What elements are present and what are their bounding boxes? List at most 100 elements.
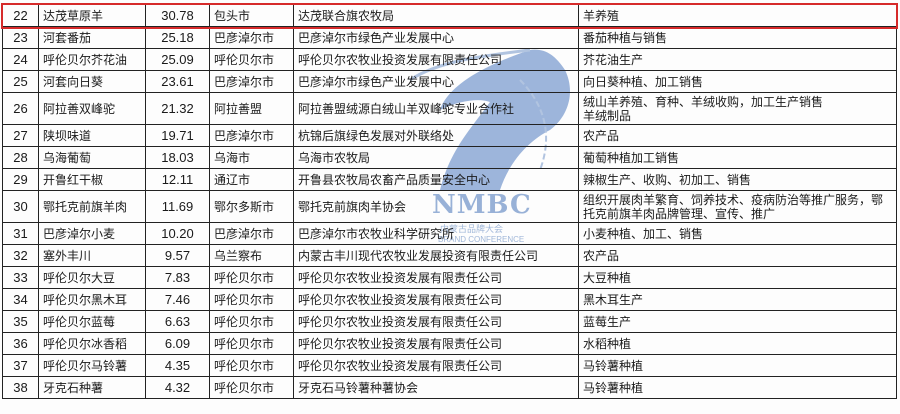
organization-cell: 鄂托克前旗肉羊协会 [293,190,579,223]
business-scope-cell: 芥花油生产 [578,48,897,71]
brand-name-cell: 塞外丰川 [38,244,146,267]
row-number-cell: 22 [2,4,39,27]
brand-name-cell: 巴彦淖尔小麦 [38,222,146,245]
row-number-cell: 33 [2,266,39,289]
brand-name-cell: 河套向日葵 [38,70,146,93]
city-cell: 阿拉善盟 [209,92,294,125]
business-scope-cell: 水稻种植 [578,332,897,355]
brand-name-cell: 呼伦贝尔大豆 [38,266,146,289]
brand-value-cell: 12.11 [145,168,210,191]
brand-name-cell: 呼伦贝尔冰香稻 [38,332,146,355]
organization-cell: 呼伦贝尔农牧业投资发展有限责任公司 [293,288,579,311]
city-cell: 呼伦贝尔市 [209,354,294,377]
organization-cell: 乌海市农牧局 [293,146,579,169]
city-cell: 通辽市 [209,168,294,191]
city-cell: 巴彦淖尔市 [209,70,294,93]
brand-value-cell: 25.18 [145,26,210,49]
brand-name-cell: 阿拉善双峰驼 [38,92,146,125]
business-scope-cell: 马铃薯种植 [578,354,897,377]
brand-name-cell: 呼伦贝尔芥花油 [38,48,146,71]
business-scope-cell: 向日葵种植、加工销售 [578,70,897,93]
brand-name-cell: 呼伦贝尔蓝莓 [38,310,146,333]
brand-value-cell: 7.46 [145,288,210,311]
table-row: 36 呼伦贝尔冰香稻 6.09 呼伦贝尔市 呼伦贝尔农牧业投资发展有限责任公司 水稻种植 [2,332,897,355]
table-row: 31 巴彦淖尔小麦 10.20 巴彦淖尔市 巴彦淖尔市农牧业科学研究所 小麦种植、加工、销… [2,222,897,245]
table-row: 27 陕坝味道 19.71 巴彦淖尔市 杭锦后旗绿色发展对外联络处 农产品 [2,124,897,147]
table-row: 30 鄂托克前旗羊肉 11.69 鄂尔多斯市 鄂托克前旗肉羊协会 组织开展肉羊繁育、饲养技… [2,190,897,223]
city-cell: 巴彦淖尔市 [209,222,294,245]
business-scope-cell: 蓝莓生产 [578,310,897,333]
row-number-cell: 38 [2,376,39,399]
table-row: 29 开鲁红干椒 12.11 通辽市 开鲁县农牧局农畜产品质量安全中心 辣椒生产、收购、初… [2,168,897,191]
city-cell: 巴彦淖尔市 [209,124,294,147]
brand-value-cell: 10.20 [145,222,210,245]
table-row: 33 呼伦贝尔大豆 7.83 呼伦贝尔市 呼伦贝尔农牧业投资发展有限责任公司 大豆种植 [2,266,897,289]
table-row: 26 阿拉善双峰驼 21.32 阿拉善盟 阿拉善盟绒源白绒山羊双峰驼专业合作社 绒山羊养殖… [2,92,897,125]
city-cell: 乌兰察布 [209,244,294,267]
row-number-cell: 24 [2,48,39,71]
table-row: 23 河套番茄 25.18 巴彦淖尔市 巴彦淖尔市绿色产业发展中心 番茄种植与销售 [2,26,897,49]
row-number-cell: 31 [2,222,39,245]
organization-cell: 巴彦淖尔市绿色产业发展中心 [293,26,579,49]
brand-name-cell: 乌海葡萄 [38,146,146,169]
brand-value-cell: 23.61 [145,70,210,93]
brand-value-cell: 4.32 [145,376,210,399]
city-cell: 呼伦贝尔市 [209,332,294,355]
organization-cell: 内蒙古丰川现代农牧业发展投资有限责任公司 [293,244,579,267]
table-row: 34 呼伦贝尔黑木耳 7.46 呼伦贝尔市 呼伦贝尔农牧业投资发展有限责任公司 黑木耳生产 [2,288,897,311]
city-cell: 鄂尔多斯市 [209,190,294,223]
business-scope-cell: 组织开展肉羊繁育、饲养技术、疫病防治等推广服务，鄂托克前旗羊肉品牌管理、宣传、推… [578,190,897,223]
brand-name-cell: 呼伦贝尔黑木耳 [38,288,146,311]
brand-value-cell: 9.57 [145,244,210,267]
business-scope-cell: 农产品 [578,244,897,267]
business-scope-cell: 黑木耳生产 [578,288,897,311]
city-cell: 呼伦贝尔市 [209,48,294,71]
table-row: 25 河套向日葵 23.61 巴彦淖尔市 巴彦淖尔市绿色产业发展中心 向日葵种植、加工销售 [2,70,897,93]
city-cell: 乌海市 [209,146,294,169]
row-number-cell: 29 [2,168,39,191]
row-number-cell: 36 [2,332,39,355]
brand-name-cell: 达茂草原羊 [38,4,146,27]
brand-value-cell: 25.09 [145,48,210,71]
brand-name-cell: 牙克石种薯 [38,376,146,399]
city-cell: 呼伦贝尔市 [209,266,294,289]
row-number-cell: 35 [2,310,39,333]
organization-cell: 巴彦淖尔市绿色产业发展中心 [293,70,579,93]
brand-name-cell: 陕坝味道 [38,124,146,147]
brand-value-cell: 11.69 [145,190,210,223]
table-row: 24 呼伦贝尔芥花油 25.09 呼伦贝尔市 呼伦贝尔农牧业投资发展有限责任公司 芥花油生… [2,48,897,71]
row-number-cell: 32 [2,244,39,267]
organization-cell: 呼伦贝尔农牧业投资发展有限责任公司 [293,266,579,289]
business-scope-cell: 农产品 [578,124,897,147]
row-number-cell: 26 [2,92,39,125]
city-cell: 巴彦淖尔市 [209,26,294,49]
city-cell: 呼伦贝尔市 [209,376,294,399]
business-scope-cell: 绒山羊养殖、育种、羊绒收购，加工生产销售 羊绒制品 [578,92,897,125]
business-scope-cell: 番茄种植与销售 [578,26,897,49]
brand-name-cell: 鄂托克前旗羊肉 [38,190,146,223]
row-number-cell: 37 [2,354,39,377]
business-scope-cell: 羊养殖 [578,4,897,27]
city-cell: 包头市 [209,4,294,27]
city-cell: 呼伦贝尔市 [209,310,294,333]
organization-cell: 杭锦后旗绿色发展对外联络处 [293,124,579,147]
city-cell: 呼伦贝尔市 [209,288,294,311]
brand-value-table: 22 达茂草原羊 30.78 包头市 达茂联合旗农牧局 羊养殖 23 河套番茄 25.18 巴彦淖… [2,4,897,399]
organization-cell: 呼伦贝尔农牧业投资发展有限责任公司 [293,310,579,333]
brand-value-cell: 30.78 [145,4,210,27]
business-scope-cell: 葡萄种植加工销售 [578,146,897,169]
organization-cell: 呼伦贝尔农牧业投资发展有限责任公司 [293,48,579,71]
brand-value-cell: 6.09 [145,332,210,355]
table-row: 35 呼伦贝尔蓝莓 6.63 呼伦贝尔市 呼伦贝尔农牧业投资发展有限责任公司 蓝莓生产 [2,310,897,333]
table-row: 37 呼伦贝尔马铃薯 4.35 呼伦贝尔市 呼伦贝尔农牧业投资发展有限责任公司 马铃薯种植 [2,354,897,377]
organization-cell: 阿拉善盟绒源白绒山羊双峰驼专业合作社 [293,92,579,125]
organization-cell: 呼伦贝尔农牧业投资发展有限责任公司 [293,354,579,377]
row-number-cell: 27 [2,124,39,147]
organization-cell: 达茂联合旗农牧局 [293,4,579,27]
organization-cell: 呼伦贝尔农牧业投资发展有限责任公司 [293,332,579,355]
brand-value-cell: 4.35 [145,354,210,377]
table-row: 32 塞外丰川 9.57 乌兰察布 内蒙古丰川现代农牧业发展投资有限责任公司 农产品 [2,244,897,267]
organization-cell: 牙克石马铃薯种薯协会 [293,376,579,399]
brand-value-cell: 18.03 [145,146,210,169]
